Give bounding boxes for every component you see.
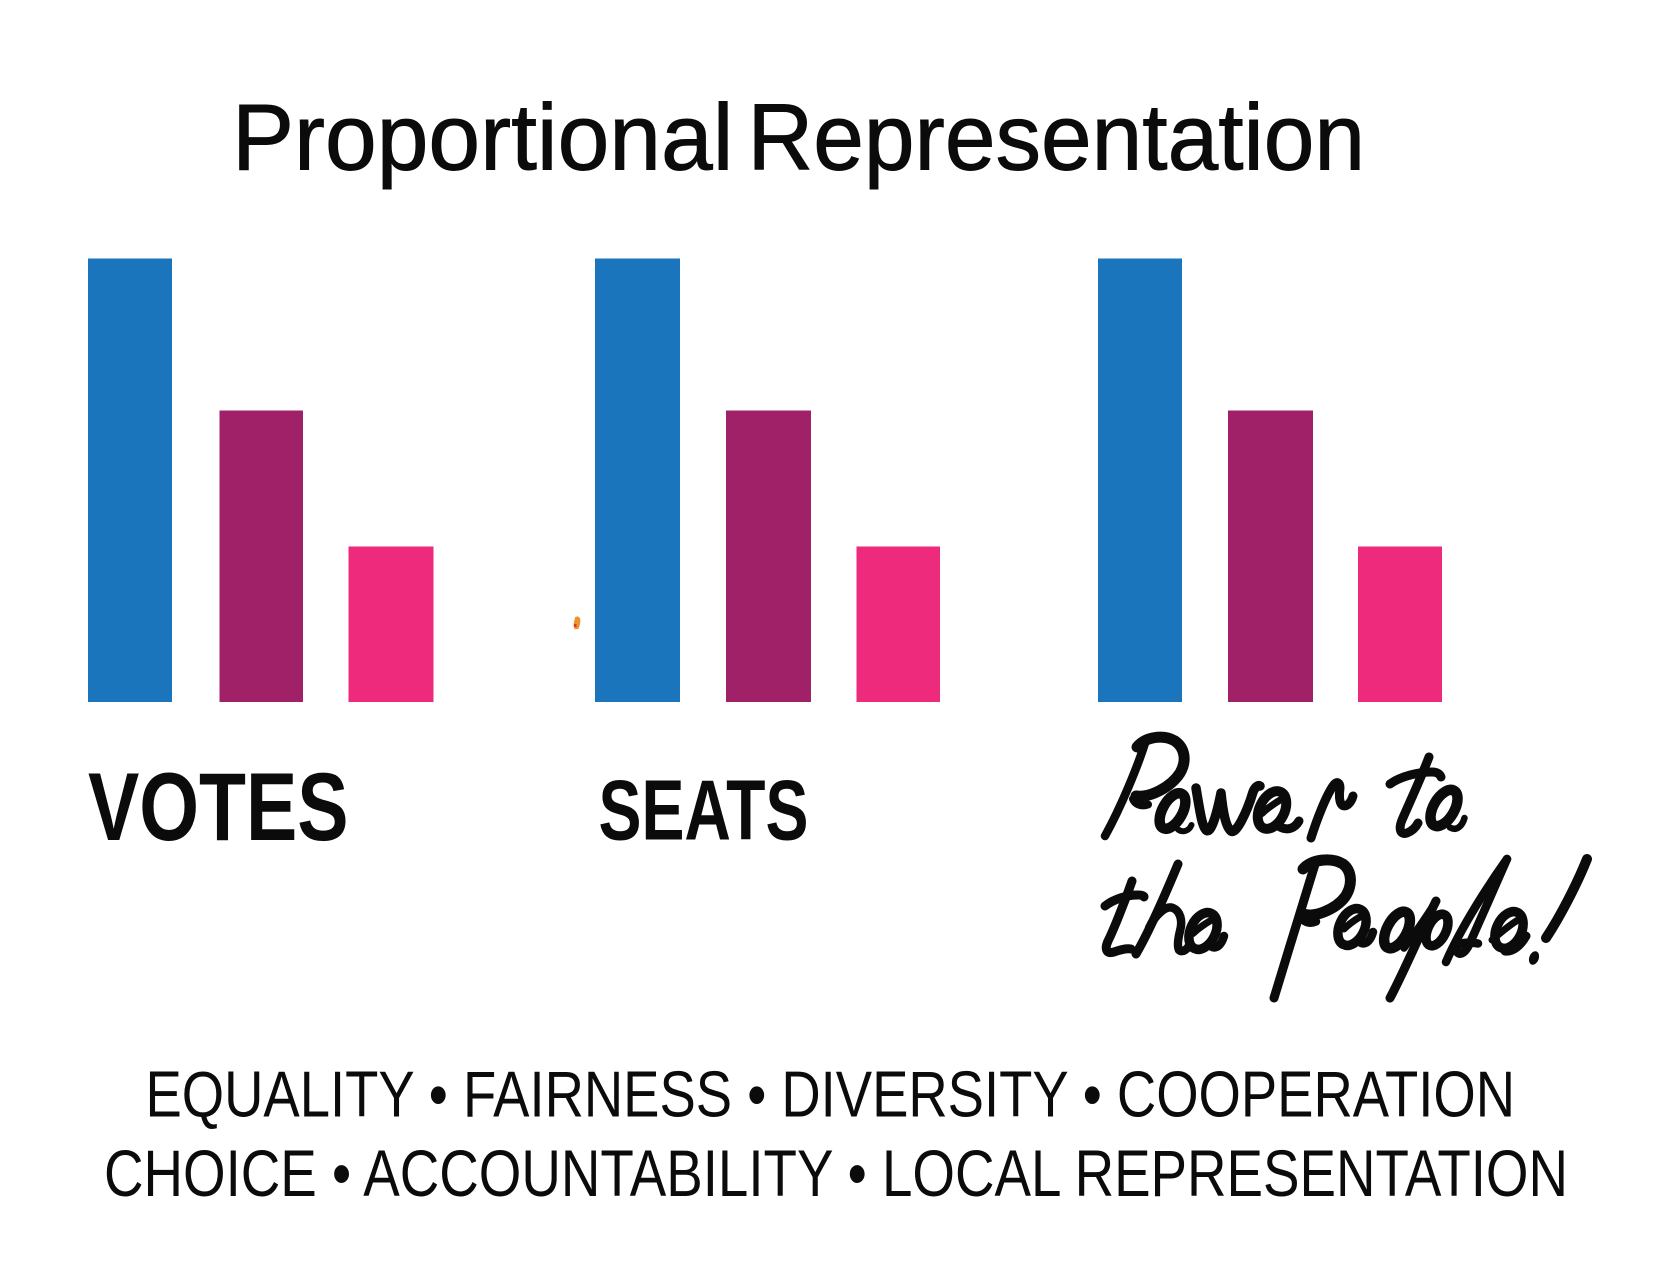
svg-text:Proportional: Proportional [232, 85, 733, 190]
svg-text:SEATS: SEATS [599, 763, 809, 858]
svg-text:EQUALITY • FAIRNESS • DIVERSIT: EQUALITY • FAIRNESS • DIVERSITY • COOPER… [146, 1058, 1516, 1131]
svg-text:Representation: Representation [748, 85, 1366, 190]
svg-text:VOTES: VOTES [88, 753, 349, 861]
svg-text:CHOICE • ACCOUNTABILITY • LOCA: CHOICE • ACCOUNTABILITY • LOCAL REPRESEN… [104, 1136, 1568, 1210]
